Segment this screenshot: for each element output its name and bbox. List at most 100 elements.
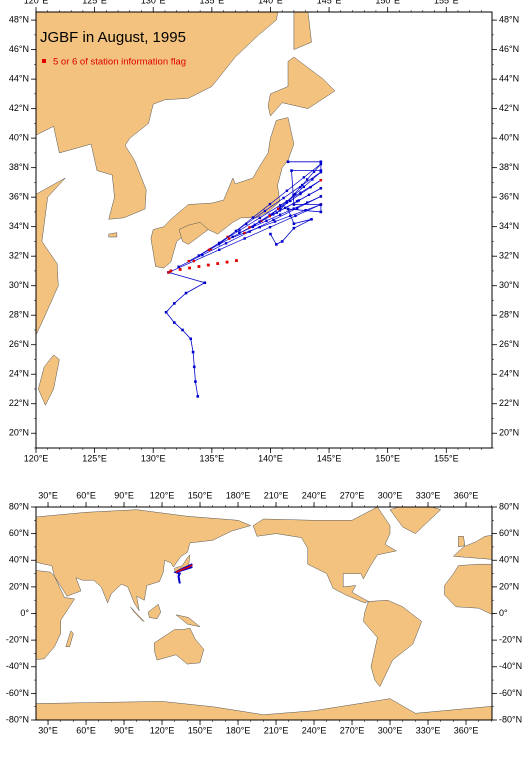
land-polygon bbox=[267, 56, 336, 117]
station bbox=[302, 176, 306, 179]
lat-tick-label: 60°N bbox=[499, 528, 519, 538]
station bbox=[319, 187, 323, 190]
station bbox=[294, 192, 297, 196]
land bbox=[36, 12, 336, 406]
lon-tick-label: 155°E bbox=[434, 453, 459, 463]
lat-tick-label: 34°N bbox=[499, 221, 519, 231]
station bbox=[258, 216, 262, 220]
lon-tick-label: 300°E bbox=[378, 490, 403, 500]
station bbox=[292, 203, 296, 206]
station bbox=[302, 185, 306, 188]
station bbox=[299, 191, 302, 194]
station bbox=[203, 281, 207, 285]
lat-tick-label: 30°N bbox=[9, 280, 29, 290]
lon-tick-label: 330°E bbox=[416, 490, 441, 500]
flag-station bbox=[197, 265, 201, 268]
land-polygon bbox=[458, 536, 466, 548]
land-polygon bbox=[36, 12, 279, 336]
station bbox=[197, 254, 201, 257]
station bbox=[309, 185, 312, 189]
lat-tick-label: -60°N bbox=[499, 688, 522, 698]
flag-station bbox=[188, 266, 191, 270]
lat-tick-label: 42°N bbox=[9, 103, 29, 113]
station bbox=[263, 209, 267, 213]
station bbox=[275, 243, 278, 246]
station bbox=[283, 206, 287, 210]
lat-tick-label: 0° bbox=[499, 608, 508, 618]
lat-tick-label: 24°N bbox=[499, 369, 519, 379]
lat-tick-label: 32°N bbox=[9, 251, 29, 261]
lon-tick-label: 180°E bbox=[226, 490, 251, 500]
station bbox=[258, 226, 261, 229]
lon-tick-label: 120°E bbox=[24, 453, 49, 463]
station bbox=[164, 310, 168, 314]
lat-tick-label: 36°N bbox=[9, 192, 29, 202]
station bbox=[294, 214, 297, 218]
lat-tick-label: 40°N bbox=[9, 133, 29, 143]
station bbox=[319, 169, 323, 172]
station bbox=[285, 200, 288, 203]
station bbox=[269, 232, 272, 236]
cruise-track bbox=[270, 161, 322, 245]
lat-tick-label: 38°N bbox=[499, 162, 519, 172]
station bbox=[173, 321, 176, 324]
station bbox=[278, 204, 282, 207]
station bbox=[310, 218, 313, 221]
land-polygon bbox=[363, 599, 423, 688]
lon-tick-label: 120°E bbox=[24, 0, 49, 5]
lat-tick-label: 24°N bbox=[9, 369, 29, 379]
lat-tick-label: 20°N bbox=[9, 581, 29, 591]
station bbox=[177, 265, 180, 268]
station bbox=[243, 231, 246, 235]
station bbox=[181, 328, 184, 332]
lon-tick-label: 30°E bbox=[38, 725, 58, 735]
station bbox=[234, 229, 238, 233]
land-polygon bbox=[175, 614, 201, 628]
station bbox=[226, 235, 229, 239]
station bbox=[292, 222, 296, 226]
station bbox=[248, 226, 251, 229]
land-polygon bbox=[154, 627, 205, 665]
station bbox=[173, 302, 176, 305]
lon-tick-label: 150°E bbox=[188, 490, 213, 500]
station bbox=[187, 259, 190, 263]
station bbox=[192, 259, 196, 263]
lon-tick-label: 135°E bbox=[200, 453, 225, 463]
land-polygon bbox=[36, 570, 76, 660]
station bbox=[289, 214, 292, 218]
map-title: JGBF in August, 1995 bbox=[40, 29, 186, 46]
flag-station bbox=[235, 259, 238, 263]
lon-tick-label: 125°E bbox=[82, 453, 107, 463]
lat-tick-label: -20°N bbox=[499, 635, 522, 645]
station bbox=[285, 189, 289, 192]
lat-tick-label: 36°N bbox=[499, 192, 519, 202]
map-frame bbox=[35, 11, 493, 449]
lon-tick-label: 135°E bbox=[200, 0, 225, 5]
flag-station bbox=[178, 268, 182, 271]
lat-tick-label: 20°N bbox=[499, 581, 519, 591]
land-polygon bbox=[178, 222, 209, 245]
lat-tick-label: 44°N bbox=[499, 74, 519, 84]
station bbox=[292, 207, 295, 210]
station bbox=[268, 213, 271, 216]
land-polygon bbox=[452, 535, 492, 560]
station bbox=[201, 253, 204, 257]
lon-tick-label: 155°E bbox=[434, 0, 459, 5]
lon-tick-label: 140°E bbox=[258, 453, 283, 463]
station bbox=[258, 220, 261, 223]
land-polygon bbox=[444, 563, 492, 615]
station bbox=[280, 240, 284, 243]
station bbox=[299, 192, 302, 196]
lon-tick-label: 140°E bbox=[258, 0, 283, 5]
lat-tick-label: 26°N bbox=[499, 339, 519, 349]
lat-tick-label: 20°N bbox=[9, 428, 29, 438]
lat-tick-label: 20°N bbox=[499, 428, 519, 438]
station bbox=[228, 237, 231, 240]
lon-tick-label: 330°E bbox=[416, 725, 441, 735]
lat-tick-label: 48°N bbox=[499, 14, 519, 24]
lon-tick-label: 360°E bbox=[454, 490, 479, 500]
station bbox=[319, 203, 323, 206]
land-polygon bbox=[147, 603, 162, 620]
lat-tick-label: 28°N bbox=[499, 310, 519, 320]
lat-tick-label: 22°N bbox=[9, 398, 29, 408]
